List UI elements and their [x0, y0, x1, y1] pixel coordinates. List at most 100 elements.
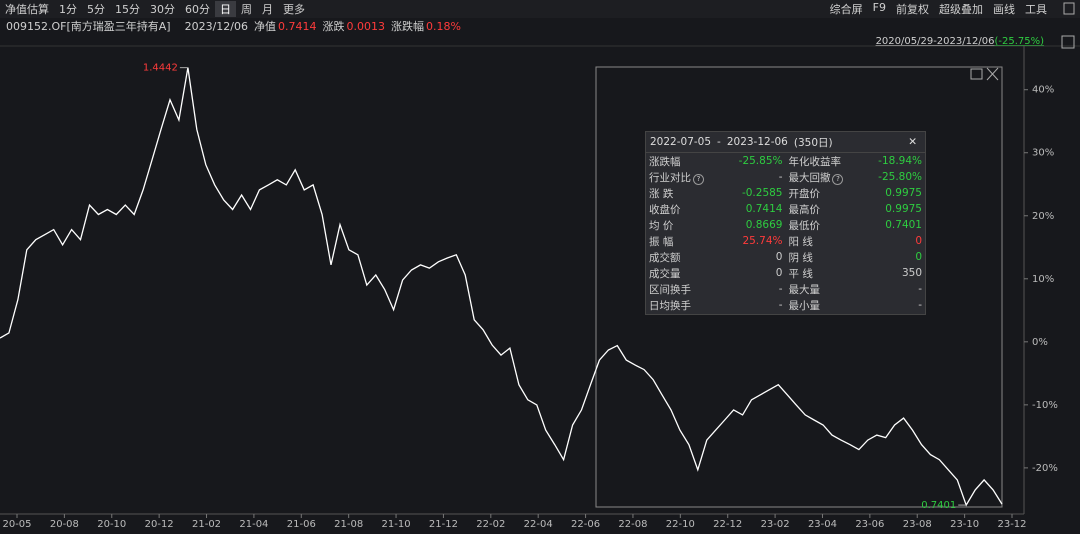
- stat-value: -: [778, 171, 783, 183]
- x-tick-label: 21-02: [192, 519, 221, 530]
- stat-label: 日均换手: [646, 297, 723, 313]
- x-tick-label: 22-04: [524, 519, 553, 530]
- start-date[interactable]: 2022-07-05: [650, 136, 712, 148]
- x-tick-label: 20-08: [50, 519, 79, 530]
- x-tick-label: 23-06: [855, 519, 884, 530]
- menu-item[interactable]: 超级叠加: [939, 3, 983, 16]
- stat-label: 最大量: [785, 281, 862, 297]
- stat-label: 阳 线: [785, 233, 862, 249]
- stat-label: 开盘价: [785, 185, 862, 201]
- toolbar: 净值估算 1分 5分 15分 30分 60分日周月更多 综合屏 F9 前复权 超级叠加 画线 工具: [0, 0, 1080, 18]
- stats-row: 行业对比? - 最大回撤? -25.80%: [646, 169, 925, 185]
- nav-line: [0, 67, 1003, 507]
- nav: 0.7414: [278, 19, 317, 33]
- date-sep: -: [717, 136, 721, 148]
- range-text: 2020/05/29-2023/12/06: [875, 36, 995, 47]
- stat-name: 平 线: [788, 267, 813, 280]
- tab[interactable]: 60分: [185, 3, 210, 16]
- x-tick-label: 21-04: [239, 519, 268, 530]
- stats-row: 涨跌幅 -25.85% 年化收益率 -18.94%: [646, 153, 925, 169]
- stat-name: 振 幅: [649, 235, 674, 248]
- settings-icon[interactable]: [1063, 2, 1075, 15]
- menu-item[interactable]: 工具: [1025, 3, 1047, 16]
- tab[interactable]: 15分: [115, 3, 140, 16]
- end-date[interactable]: 2023-12-06: [726, 136, 788, 148]
- tab[interactable]: 净值估算: [5, 3, 49, 16]
- stat-label: 行业对比?: [646, 169, 723, 185]
- pct: 0.18%: [426, 19, 461, 33]
- x-tick-label: 21-10: [382, 519, 411, 530]
- y-tick-label: -20%: [1032, 463, 1058, 474]
- stat-value: 0: [915, 235, 922, 247]
- tab[interactable]: 周: [241, 3, 252, 16]
- stat-label: 收盘价: [646, 201, 723, 217]
- tab[interactable]: 5分: [87, 3, 105, 16]
- stats-table: 涨跌幅 -25.85% 年化收益率 -18.94% 行业对比? - 最大回撤? -25.80%…: [646, 153, 925, 313]
- maximize-icon[interactable]: [970, 68, 983, 80]
- tool-menu: 综合屏 F9 前复权 超级叠加 画线 工具: [825, 1, 1080, 17]
- tab[interactable]: 1分: [59, 3, 77, 16]
- stat-value: 0.8669: [745, 219, 783, 231]
- x-tick-label: 23-12: [997, 519, 1026, 530]
- stat-value: -: [918, 299, 922, 311]
- tab[interactable]: 月: [262, 3, 273, 16]
- stat-value: -18.94%: [878, 155, 922, 167]
- stat-label: 最大回撤?: [785, 169, 862, 185]
- menu-item[interactable]: 画线: [993, 3, 1015, 16]
- stat-value: 0.7414: [745, 203, 783, 215]
- stats-row: 振 幅 25.74% 阳 线 0: [646, 233, 925, 249]
- stat-name: 行业对比: [649, 171, 691, 184]
- stats-row: 日均换手 - 最小量 -: [646, 297, 925, 313]
- x-tick-label: 23-08: [903, 519, 932, 530]
- y-tick-label: -10%: [1032, 400, 1058, 411]
- stat-value: -: [778, 299, 783, 311]
- stat-label: 涨 跌: [646, 185, 723, 201]
- stat-name: 阴 线: [788, 251, 813, 264]
- stat-name: 涨 跌: [649, 187, 674, 200]
- tab[interactable]: 日: [215, 1, 236, 17]
- stat-name: 收盘价: [649, 203, 681, 216]
- x-tick-label: 21-12: [429, 519, 458, 530]
- stat-label: 最小量: [785, 297, 862, 313]
- stat-name: 阳 线: [788, 235, 813, 248]
- stat-label: 区间换手: [646, 281, 723, 297]
- menu-item[interactable]: 前复权: [896, 3, 929, 16]
- stats-panel: 2022-07-05 - 2023-12-06 (350日) ✕ 涨跌幅 -25.…: [645, 131, 926, 315]
- stats-row: 收盘价 0.7414 最高价 0.9975: [646, 201, 925, 217]
- y-tick-label: 40%: [1032, 85, 1054, 96]
- stat-name: 年化收益率: [788, 155, 841, 168]
- info-line: 009152.OF[南方瑞盈三年持有A] 2023/12/06 净值 0.7414…: [0, 18, 1080, 34]
- stat-name: 最低价: [788, 219, 820, 232]
- menu-item[interactable]: 综合屏: [829, 3, 863, 16]
- stat-name: 日均换手: [649, 299, 691, 312]
- stat-value: 0.9975: [885, 203, 922, 215]
- x-tick-label: 20-10: [97, 519, 126, 530]
- stat-value: 0.9975: [885, 187, 922, 199]
- stat-label: 成交额: [646, 249, 723, 265]
- x-tick-label: 23-02: [761, 519, 790, 530]
- fund-code: 009152.OF[南方瑞盈三年持有A]: [6, 20, 171, 33]
- stat-value: 0: [775, 251, 783, 263]
- min-label: 0.7401: [921, 500, 956, 511]
- selection-box: [595, 66, 1003, 508]
- x-tick-label: 20-12: [145, 519, 174, 530]
- help-icon: ?: [832, 173, 844, 185]
- tab[interactable]: 更多: [283, 3, 305, 16]
- stat-value: 25.74%: [742, 235, 783, 247]
- tab[interactable]: 30分: [150, 3, 175, 16]
- stats-row: 成交量 0 平 线 350: [646, 265, 925, 281]
- x-tick-label: 23-10: [950, 519, 979, 530]
- menu-item[interactable]: F9: [872, 1, 886, 14]
- layout-icon[interactable]: [1061, 35, 1075, 49]
- stat-label: 最高价: [785, 201, 862, 217]
- close-icon[interactable]: [986, 67, 999, 81]
- stats-row: 区间换手 - 最大量 -: [646, 281, 925, 297]
- stat-label: 最低价: [785, 217, 862, 233]
- range-change: (-25.75%): [994, 36, 1044, 47]
- panel-close[interactable]: ✕: [908, 136, 917, 148]
- stat-label: 平 线: [785, 265, 862, 281]
- stat-value: 0.7401: [885, 219, 922, 231]
- date: 2023/12/06: [184, 19, 248, 33]
- help-icon: ?: [693, 173, 704, 185]
